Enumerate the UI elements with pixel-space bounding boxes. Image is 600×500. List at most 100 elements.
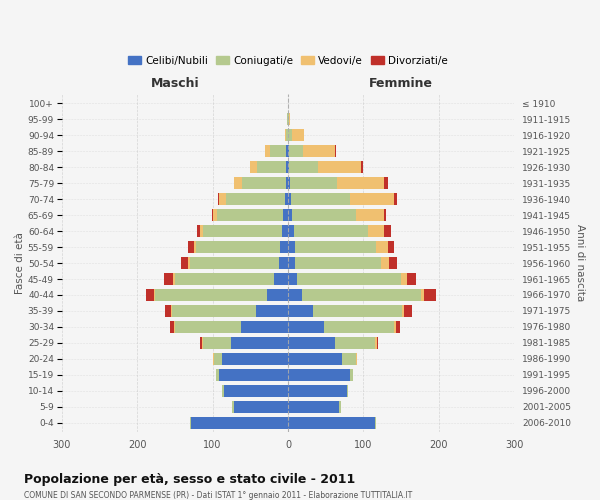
Bar	[218, 193, 220, 205]
Bar	[289, 145, 303, 157]
Bar	[280, 241, 288, 253]
Bar	[285, 129, 286, 141]
Bar	[394, 193, 397, 205]
Bar	[288, 353, 342, 365]
Bar	[233, 401, 288, 413]
Bar	[188, 257, 190, 269]
Bar	[302, 289, 421, 301]
Bar	[376, 241, 388, 253]
Y-axis label: Fasce di età: Fasce di età	[15, 232, 25, 294]
Bar	[217, 209, 283, 221]
Bar	[202, 337, 203, 349]
Bar	[290, 177, 337, 189]
Bar	[396, 321, 400, 333]
Bar	[289, 161, 318, 173]
Bar	[274, 273, 288, 285]
Bar	[376, 337, 377, 349]
Bar	[388, 241, 394, 253]
Text: Femmine: Femmine	[369, 78, 433, 90]
Bar	[335, 145, 336, 157]
Bar	[283, 209, 288, 221]
Bar	[337, 177, 384, 189]
Bar	[421, 289, 424, 301]
Bar	[313, 305, 402, 317]
Bar	[241, 321, 288, 333]
Bar	[404, 305, 412, 317]
Bar	[288, 129, 292, 141]
Bar	[368, 225, 385, 237]
Bar	[297, 273, 401, 285]
Bar	[289, 114, 290, 125]
Bar	[220, 193, 226, 205]
Bar	[232, 401, 233, 413]
Bar	[288, 241, 295, 253]
Bar	[385, 225, 391, 237]
Bar	[288, 209, 292, 221]
Bar	[394, 321, 396, 333]
Bar	[257, 161, 286, 173]
Bar	[196, 241, 280, 253]
Bar	[288, 417, 374, 429]
Bar	[282, 225, 288, 237]
Bar	[214, 353, 221, 365]
Bar	[154, 289, 155, 301]
Bar	[267, 289, 288, 301]
Bar	[286, 177, 288, 189]
Bar	[384, 209, 386, 221]
Bar	[218, 369, 288, 381]
Bar	[216, 369, 218, 381]
Bar	[286, 145, 288, 157]
Bar	[318, 161, 361, 173]
Bar	[384, 177, 388, 189]
Bar	[265, 145, 270, 157]
Bar	[190, 257, 279, 269]
Text: COMUNE DI SAN SECONDO PARMENSE (PR) - Dati ISTAT 1° gennaio 2011 - Elaborazione : COMUNE DI SAN SECONDO PARMENSE (PR) - Da…	[24, 491, 412, 500]
Bar	[303, 145, 335, 157]
Bar	[292, 129, 304, 141]
Bar	[291, 193, 350, 205]
Bar	[173, 273, 175, 285]
Bar	[200, 337, 202, 349]
Bar	[292, 209, 356, 221]
Bar	[279, 257, 288, 269]
Bar	[203, 337, 232, 349]
Bar	[194, 241, 196, 253]
Bar	[170, 321, 174, 333]
Bar	[256, 305, 288, 317]
Bar	[212, 209, 213, 221]
Bar	[288, 161, 289, 173]
Bar	[342, 353, 356, 365]
Bar	[286, 129, 288, 141]
Bar	[288, 145, 289, 157]
Bar	[356, 209, 384, 221]
Bar	[288, 321, 324, 333]
Bar	[287, 114, 288, 125]
Bar	[224, 385, 288, 397]
Bar	[223, 385, 224, 397]
Bar	[288, 385, 347, 397]
Bar	[226, 193, 285, 205]
Bar	[288, 337, 335, 349]
Bar	[350, 193, 394, 205]
Bar	[221, 353, 288, 365]
Bar	[377, 337, 379, 349]
Bar	[197, 225, 200, 237]
Bar	[175, 273, 274, 285]
Bar	[172, 305, 256, 317]
Bar	[285, 193, 288, 205]
Bar	[407, 273, 416, 285]
Bar	[350, 369, 353, 381]
Bar	[294, 225, 368, 237]
Bar	[175, 321, 241, 333]
Bar	[155, 289, 267, 301]
Bar	[288, 177, 290, 189]
Bar	[200, 225, 203, 237]
Bar	[402, 305, 404, 317]
Bar	[295, 241, 376, 253]
Bar	[213, 353, 214, 365]
Bar	[389, 257, 397, 269]
Bar	[270, 145, 286, 157]
Text: Maschi: Maschi	[151, 78, 199, 90]
Bar	[288, 401, 339, 413]
Bar	[288, 257, 295, 269]
